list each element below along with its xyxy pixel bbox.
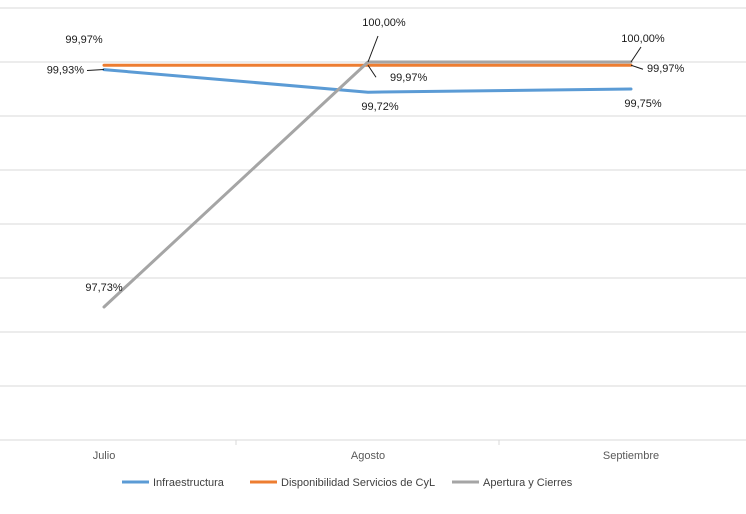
data-label: 99,93% — [47, 65, 85, 77]
data-label: 99,97% — [65, 34, 103, 46]
data-label: 99,75% — [624, 98, 662, 110]
data-label-leader — [367, 35, 379, 63]
data-label: 99,72% — [361, 101, 399, 113]
data-label: 99,97% — [390, 72, 428, 84]
data-label: 99,97% — [647, 63, 685, 75]
x-axis: Julio Agosto Septiembre — [0, 439, 746, 462]
series-lines — [102, 60, 633, 309]
data-label-leader — [630, 64, 644, 70]
legend: Infraestructura Disponibilidad Servicios … — [122, 477, 573, 489]
x-tick-label: Julio — [93, 450, 116, 462]
data-label-leader — [367, 64, 377, 78]
legend-label: Apertura y Cierres — [483, 477, 573, 489]
series-line-2 — [102, 60, 633, 309]
data-label: 100,00% — [362, 17, 406, 29]
legend-label: Infraestructura — [153, 477, 225, 489]
data-label: 100,00% — [621, 33, 665, 45]
data-label-leader — [630, 46, 642, 63]
data-labels: 99,93% 99,72% 99,75% 99,97% 99,97% 99,97% 97,7… — [47, 17, 685, 294]
series-line-0 — [102, 68, 633, 94]
gridlines — [0, 7, 746, 387]
x-tick-label: Septiembre — [603, 450, 659, 462]
x-tick-label: Agosto — [351, 450, 385, 462]
data-label: 97,73% — [85, 282, 123, 294]
legend-label: Disponibilidad Servicios de CyL — [281, 477, 435, 489]
data-label-leader — [86, 69, 105, 72]
